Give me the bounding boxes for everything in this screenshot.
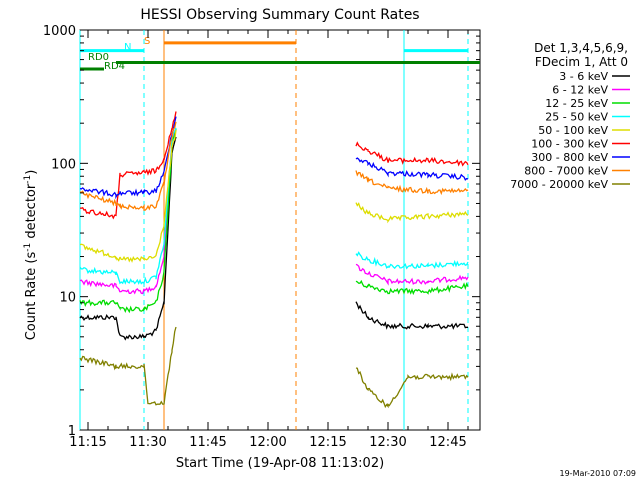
series-line-9-part-1 bbox=[79, 326, 177, 406]
series-line-4-part-2 bbox=[355, 251, 469, 270]
x-axis-label: Start Time (19-Apr-08 11:13:02) bbox=[176, 456, 384, 471]
legend-label-8: 800 - 7000 keV bbox=[524, 165, 608, 178]
x-tick-label-4: 12:00 bbox=[249, 435, 286, 450]
x-tick-label-7: 12:45 bbox=[429, 435, 466, 450]
legend-label-2: 6 - 12 keV bbox=[552, 84, 608, 97]
legend-label-9: 7000 - 20000 keV bbox=[510, 178, 608, 191]
series-line-7-part-1 bbox=[79, 116, 177, 200]
x-tick-label-1: 11:15 bbox=[69, 435, 106, 450]
series-line-8-part-2 bbox=[355, 170, 469, 196]
x-tick-label-5: 12:15 bbox=[309, 435, 346, 450]
plot-frame bbox=[79, 29, 481, 431]
plot-area bbox=[79, 29, 481, 431]
series-line-5-part-1 bbox=[79, 130, 177, 263]
series-line-6-part-2 bbox=[355, 141, 469, 167]
y-tick-label-2: 10 bbox=[59, 291, 76, 306]
x-tick-label-3: 11:45 bbox=[189, 435, 226, 450]
x-tick-label-2: 11:30 bbox=[129, 435, 166, 450]
legend-label-4: 25 - 50 keV bbox=[545, 111, 608, 124]
y-axis-label: Count Rate (s-1 detector-1) bbox=[23, 170, 39, 341]
x-tick-label-6: 12:30 bbox=[369, 435, 406, 450]
series-line-3-part-2 bbox=[355, 279, 469, 296]
series-line-2-part-1 bbox=[79, 127, 177, 295]
series-line-6-part-1 bbox=[79, 111, 177, 220]
event-bar-label-1: N bbox=[124, 42, 131, 53]
axes: 11:15 11:30 11:45 12:00 12:15 12:30 12:45 1 10 10… bbox=[43, 24, 480, 450]
series-line-1-part-1 bbox=[79, 136, 177, 341]
chart-title: HESSI Observing Summary Count Rates bbox=[140, 7, 419, 23]
y-tick-label-3: 100 bbox=[51, 157, 76, 172]
series-line-7-part-2 bbox=[355, 157, 469, 181]
series-line-5-part-2 bbox=[355, 202, 469, 224]
y-tick-label-4: 1000 bbox=[43, 24, 76, 39]
legend-label-7: 300 - 800 keV bbox=[531, 151, 608, 164]
y-tick-label-1: 1 bbox=[68, 424, 76, 439]
vertical-markers bbox=[79, 30, 469, 430]
series-layer bbox=[79, 111, 469, 409]
series-line-3-part-1 bbox=[79, 129, 177, 314]
event-bar-label-5: RD4 bbox=[104, 61, 125, 72]
legend-label-1: 3 - 6 keV bbox=[559, 70, 608, 83]
series-line-8-part-1 bbox=[79, 121, 177, 211]
legend-header-line-2: FDecim 1, Att 0 bbox=[535, 55, 628, 69]
series-line-2-part-2 bbox=[355, 263, 469, 286]
series-line-4-part-1 bbox=[79, 127, 177, 285]
series-line-1-part-2 bbox=[355, 301, 468, 330]
event-bar-label-3: S bbox=[144, 36, 150, 47]
series-line-9-part-2 bbox=[355, 367, 469, 409]
footer-date: 19-Mar-2010 07:09 bbox=[560, 469, 637, 478]
legend: Det 1,3,4,5,6,9, FDecim 1, Att 0 3 - 6 k… bbox=[510, 41, 630, 191]
legend-label-3: 12 - 25 keV bbox=[545, 97, 608, 110]
legend-label-6: 100 - 300 keV bbox=[531, 138, 608, 151]
legend-label-5: 50 - 100 keV bbox=[538, 124, 608, 137]
legend-header-line-1: Det 1,3,4,5,6,9, bbox=[534, 41, 628, 55]
event-bar-label-4: RD0 bbox=[88, 52, 109, 63]
